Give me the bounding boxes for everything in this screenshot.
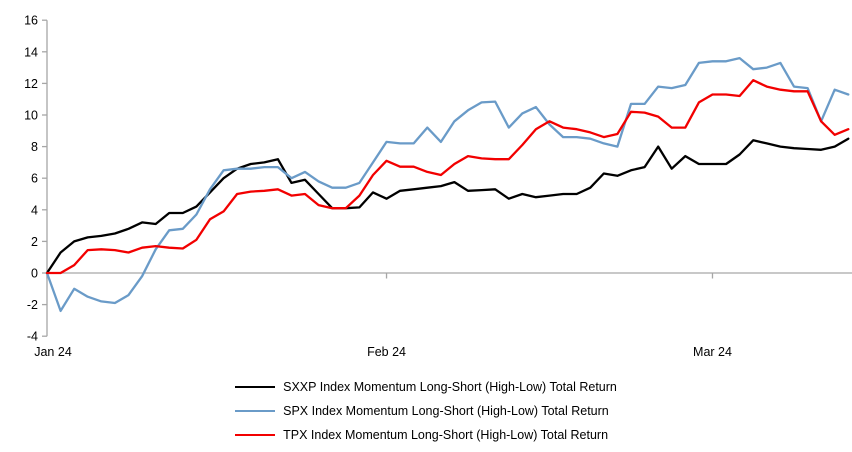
spx-line-swatch: [235, 410, 276, 412]
legend-label-spx: SPX Index Momentum Long-Short (High-Low)…: [283, 404, 609, 418]
legend-item-sxxp: SXXP Index Momentum Long-Short (High-Low…: [235, 375, 617, 399]
legend-item-spx: SPX Index Momentum Long-Short (High-Low)…: [235, 399, 609, 423]
y-tick-label: 0: [31, 267, 38, 281]
series-line-spx: [45, 56, 850, 313]
sxxp-line-swatch: [235, 386, 276, 388]
legend-label-tpx: TPX Index Momentum Long-Short (High-Low)…: [283, 428, 609, 442]
y-tick-label: 12: [24, 77, 38, 91]
y-tick-label: -4: [27, 330, 38, 344]
y-tick-label: 8: [31, 140, 38, 154]
y-tick-label: 14: [24, 45, 38, 59]
y-tick-label: 16: [24, 14, 38, 28]
x-tick-label: Jan 24: [34, 345, 72, 359]
y-tick-label: 10: [24, 109, 38, 123]
series-line-tpx: [45, 79, 850, 275]
tpx-line-swatch: [235, 434, 276, 436]
y-tick-label: 6: [31, 172, 38, 186]
x-tick-label: Mar 24: [693, 345, 732, 359]
y-tick-label: 2: [31, 235, 38, 249]
legend-item-tpx: TPX Index Momentum Long-Short (High-Low)…: [235, 423, 608, 447]
x-tick-label: Feb 24: [367, 345, 406, 359]
legend-label-sxxp: SXXP Index Momentum Long-Short (High-Low…: [283, 380, 617, 394]
series-line-sxxp: [45, 137, 850, 275]
plot-area: -4 -2 0 2 4 6 8 10 12 14 16 Jan 24 Feb 24 Mar 24: [24, 14, 852, 359]
y-tick-label: 4: [31, 203, 38, 217]
chart-legend: SXXP Index Momentum Long-Short (High-Low…: [235, 375, 617, 447]
y-tick-label: -2: [27, 298, 38, 312]
